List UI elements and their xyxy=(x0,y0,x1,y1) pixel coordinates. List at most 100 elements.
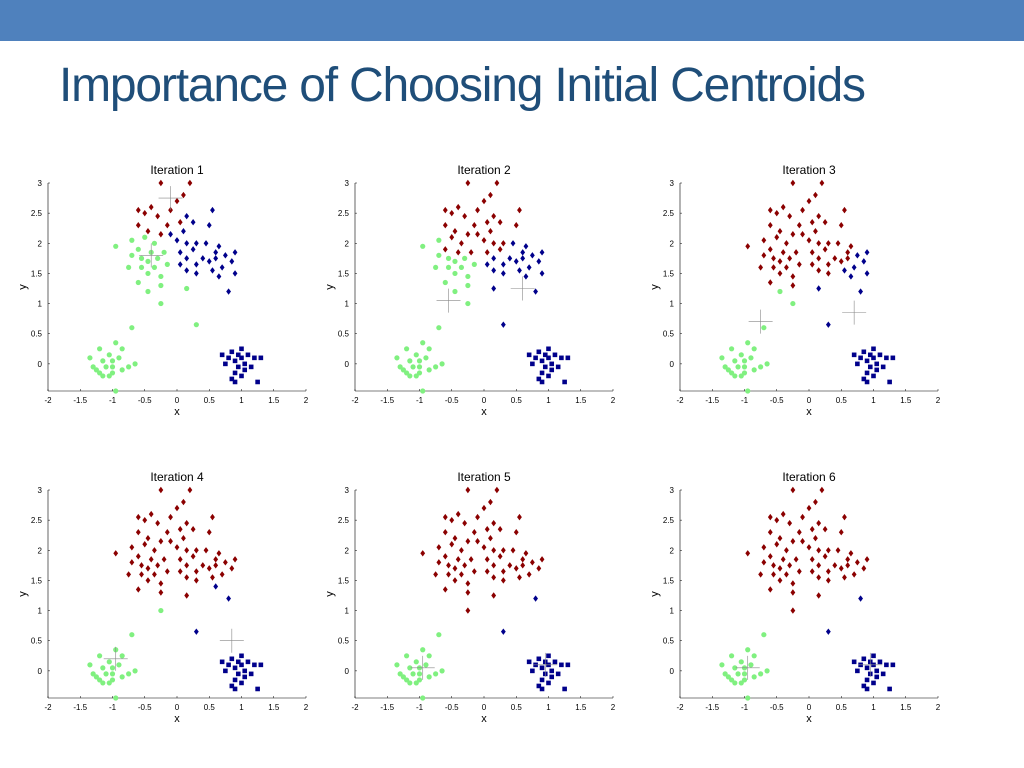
data-point xyxy=(138,264,145,271)
data-point xyxy=(500,628,506,635)
data-point xyxy=(255,379,260,385)
data-point xyxy=(442,513,448,521)
data-point xyxy=(813,535,818,542)
data-point xyxy=(484,568,490,575)
data-point xyxy=(520,556,526,563)
data-point xyxy=(145,577,151,584)
data-point xyxy=(87,662,93,668)
data-point xyxy=(871,355,876,361)
data-point xyxy=(420,340,426,346)
data-point xyxy=(761,325,767,331)
data-point xyxy=(190,218,196,226)
data-point xyxy=(764,361,770,367)
data-point xyxy=(465,607,471,614)
data-point xyxy=(816,574,822,581)
y-axis-label: y xyxy=(17,284,29,290)
data-point xyxy=(239,662,244,668)
x-tick-label: -1.5 xyxy=(380,396,394,405)
x-tick-label: 2 xyxy=(304,703,309,712)
data-point xyxy=(471,261,477,267)
data-point xyxy=(462,255,468,261)
y-axis-label: y xyxy=(17,591,29,597)
data-point xyxy=(135,279,141,286)
data-point xyxy=(219,571,225,578)
data-point xyxy=(158,538,164,545)
data-point xyxy=(245,352,251,358)
data-point xyxy=(809,525,815,533)
data-point xyxy=(549,674,555,680)
data-point xyxy=(884,662,889,668)
data-point xyxy=(777,577,783,584)
data-point xyxy=(193,322,199,328)
data-point xyxy=(161,249,167,255)
data-point xyxy=(491,562,497,569)
data-point xyxy=(497,246,503,253)
data-point xyxy=(193,240,199,247)
data-point xyxy=(465,179,471,187)
data-point xyxy=(530,361,535,367)
data-point xyxy=(536,376,542,382)
data-point xyxy=(219,352,225,358)
data-point xyxy=(825,577,831,584)
y-tick-label: 1.5 xyxy=(31,576,43,585)
data-point xyxy=(761,632,767,638)
data-point xyxy=(741,370,748,376)
data-point xyxy=(465,538,471,545)
y-tick-label: 0.5 xyxy=(663,330,675,339)
data-point xyxy=(549,367,555,373)
data-point xyxy=(861,683,867,689)
data-point xyxy=(449,209,455,217)
y-tick-label: 1.5 xyxy=(338,576,350,585)
data-point xyxy=(216,273,222,280)
data-point xyxy=(252,355,257,361)
data-point xyxy=(771,264,776,271)
x-tick-label: 0 xyxy=(175,703,180,712)
data-point xyxy=(484,218,490,226)
data-point xyxy=(106,659,112,665)
data-point xyxy=(790,179,796,187)
data-point xyxy=(184,240,190,247)
data-point xyxy=(481,504,487,512)
x-tick-label: -0.5 xyxy=(770,396,784,405)
data-point xyxy=(135,553,141,560)
data-point xyxy=(793,249,799,256)
data-point xyxy=(777,270,783,277)
data-point xyxy=(491,547,497,554)
data-point xyxy=(436,544,442,551)
data-point xyxy=(848,273,854,280)
data-point xyxy=(484,525,490,533)
x-tick-label: -1 xyxy=(741,703,749,712)
data-point xyxy=(462,562,468,569)
data-point xyxy=(145,228,151,235)
data-point xyxy=(242,361,248,367)
x-tick-label: -0.5 xyxy=(445,396,459,405)
y-tick-label: 3 xyxy=(38,486,43,495)
data-point xyxy=(745,695,751,701)
data-point xyxy=(864,249,870,256)
data-point xyxy=(232,370,238,376)
data-point xyxy=(500,547,506,554)
data-point xyxy=(520,562,526,569)
data-point xyxy=(845,562,851,569)
data-point xyxy=(767,553,773,560)
data-point xyxy=(109,677,116,683)
data-point xyxy=(880,671,886,677)
data-point xyxy=(129,325,135,331)
data-point xyxy=(536,565,542,572)
data-point xyxy=(219,659,225,665)
data-point xyxy=(135,529,141,536)
x-tick-label: -1 xyxy=(416,703,424,712)
data-point xyxy=(158,231,164,238)
data-point xyxy=(129,559,135,566)
data-point xyxy=(471,222,477,229)
data-point xyxy=(135,586,141,593)
data-point xyxy=(452,258,458,264)
data-point xyxy=(442,206,448,214)
data-point xyxy=(790,486,796,494)
data-point xyxy=(184,212,190,220)
data-point xyxy=(174,544,180,551)
data-point xyxy=(719,355,725,361)
data-point xyxy=(845,255,851,262)
data-point xyxy=(507,255,513,262)
chart-panel-1: Iteration 1 -2 -1.5 -1 -0.5 0 0.5 1 1.5 2 0 0.5 1 1.5… xyxy=(17,160,330,460)
